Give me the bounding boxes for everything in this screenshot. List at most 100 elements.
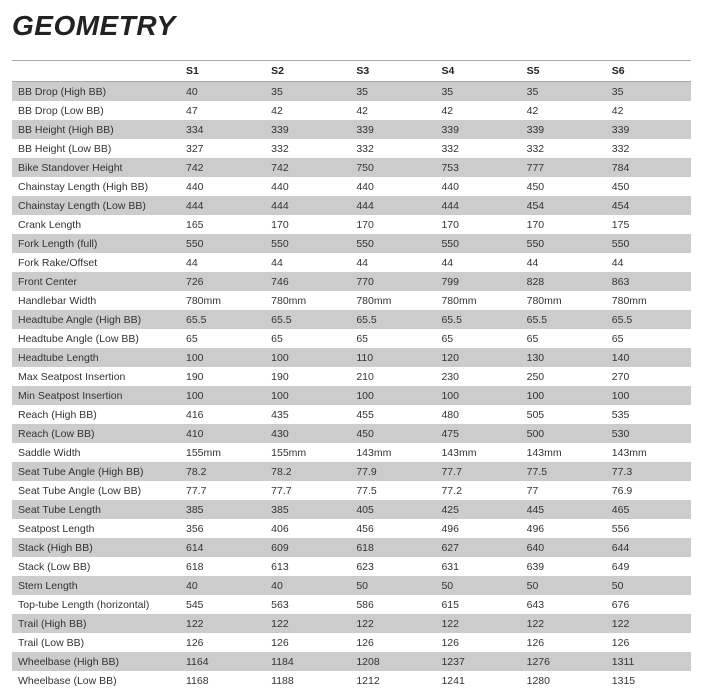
cell-value: 175 [606,215,691,234]
row-label: Handlebar Width [12,291,180,310]
col-header-s5: S5 [521,61,606,82]
row-label: Seatpost Length [12,519,180,538]
row-label: Chainstay Length (High BB) [12,177,180,196]
cell-value: 170 [265,215,350,234]
cell-value: 1188 [265,671,350,690]
cell-value: 65 [180,329,265,348]
cell-value: 44 [521,253,606,272]
cell-value: 746 [265,272,350,291]
cell-value: 505 [521,405,606,424]
cell-value: 122 [606,614,691,633]
cell-value: 35 [521,82,606,102]
cell-value: 100 [435,386,520,405]
cell-value: 65 [521,329,606,348]
cell-value: 126 [521,633,606,652]
cell-value: 1208 [350,652,435,671]
row-label: Fork Length (full) [12,234,180,253]
cell-value: 456 [350,519,435,538]
table-head: S1S2S3S4S5S6 [12,61,691,82]
cell-value: 545 [180,595,265,614]
cell-value: 100 [350,386,435,405]
cell-value: 140 [606,348,691,367]
cell-value: 410 [180,424,265,443]
cell-value: 627 [435,538,520,557]
cell-value: 100 [265,348,350,367]
cell-value: 65 [350,329,435,348]
cell-value: 100 [606,386,691,405]
table-body: BB Drop (High BB)403535353535BB Drop (Lo… [12,82,691,691]
cell-value: 77.7 [435,462,520,481]
table-row: Fork Length (full)550550550550550550 [12,234,691,253]
cell-value: 130 [521,348,606,367]
table-row: Chainstay Length (High BB)44044044044045… [12,177,691,196]
cell-value: 332 [606,139,691,158]
cell-value: 618 [350,538,435,557]
cell-value: 784 [606,158,691,177]
row-label: Seat Tube Angle (High BB) [12,462,180,481]
row-label: Fork Rake/Offset [12,253,180,272]
table-row: Top-tube Length (horizontal)545563586615… [12,595,691,614]
cell-value: 65.5 [350,310,435,329]
cell-value: 339 [350,120,435,139]
cell-value: 334 [180,120,265,139]
cell-value: 454 [521,196,606,215]
cell-value: 863 [606,272,691,291]
cell-value: 416 [180,405,265,424]
cell-value: 120 [435,348,520,367]
cell-value: 44 [265,253,350,272]
cell-value: 42 [521,101,606,120]
cell-value: 480 [435,405,520,424]
cell-value: 40 [180,82,265,102]
cell-value: 100 [521,386,606,405]
cell-value: 444 [350,196,435,215]
cell-value: 644 [606,538,691,557]
cell-value: 332 [265,139,350,158]
cell-value: 250 [521,367,606,386]
cell-value: 50 [350,576,435,595]
cell-value: 613 [265,557,350,576]
cell-value: 777 [521,158,606,177]
cell-value: 126 [606,633,691,652]
cell-value: 122 [521,614,606,633]
cell-value: 110 [350,348,435,367]
row-label: Seat Tube Angle (Low BB) [12,481,180,500]
cell-value: 77.7 [265,481,350,500]
geometry-table: S1S2S3S4S5S6 BB Drop (High BB)4035353535… [12,60,691,690]
cell-value: 618 [180,557,265,576]
cell-value: 385 [180,500,265,519]
cell-value: 44 [435,253,520,272]
table-row: Chainstay Length (Low BB)444444444444454… [12,196,691,215]
cell-value: 1184 [265,652,350,671]
cell-value: 77.9 [350,462,435,481]
row-label: Stack (Low BB) [12,557,180,576]
cell-value: 143mm [435,443,520,462]
cell-value: 440 [180,177,265,196]
cell-value: 623 [350,557,435,576]
cell-value: 35 [606,82,691,102]
cell-value: 444 [265,196,350,215]
cell-value: 50 [606,576,691,595]
cell-value: 631 [435,557,520,576]
cell-value: 609 [265,538,350,557]
col-header-s4: S4 [435,61,520,82]
cell-value: 445 [521,500,606,519]
row-label: Saddle Width [12,443,180,462]
cell-value: 65.5 [180,310,265,329]
cell-value: 44 [180,253,265,272]
cell-value: 643 [521,595,606,614]
cell-value: 42 [435,101,520,120]
table-row: Headtube Angle (High BB)65.565.565.565.5… [12,310,691,329]
cell-value: 550 [521,234,606,253]
cell-value: 1237 [435,652,520,671]
cell-value: 435 [265,405,350,424]
cell-value: 405 [350,500,435,519]
cell-value: 450 [350,424,435,443]
cell-value: 65 [435,329,520,348]
col-header-label [12,61,180,82]
table-row: Trail (Low BB)126126126126126126 [12,633,691,652]
table-row: Handlebar Width780mm780mm780mm780mm780mm… [12,291,691,310]
table-header-row: S1S2S3S4S5S6 [12,61,691,82]
cell-value: 50 [521,576,606,595]
cell-value: 425 [435,500,520,519]
table-row: Wheelbase (Low BB)1168118812121241128013… [12,671,691,690]
